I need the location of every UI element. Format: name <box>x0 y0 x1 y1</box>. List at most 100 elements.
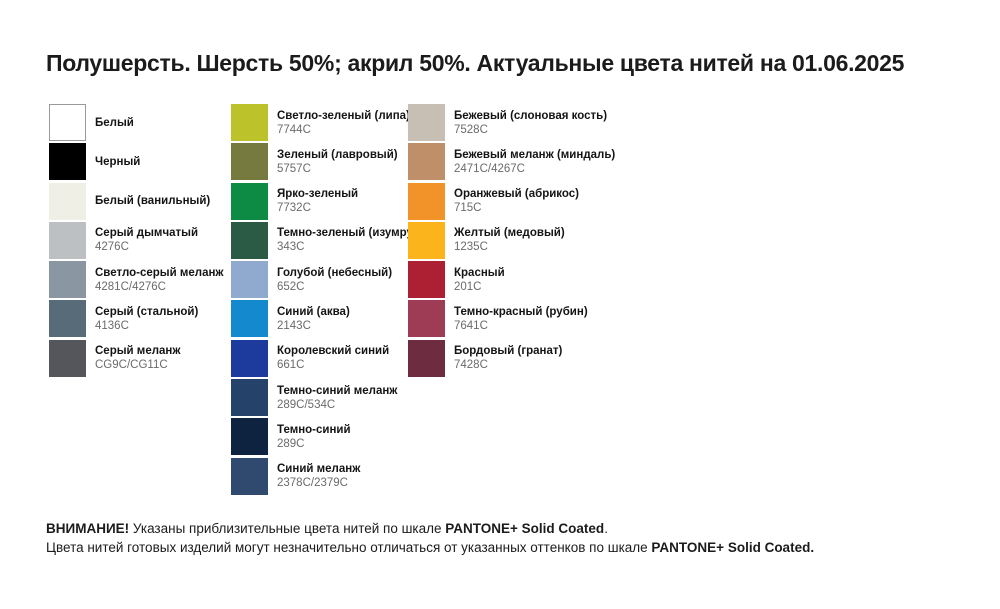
color-label: Серый (стальной) 4136C <box>95 305 198 333</box>
pantone-code: 1235C <box>454 241 488 254</box>
color-swatch <box>231 182 268 220</box>
color-row: Бежевый меланж (миндаль) 2471C/4267C <box>408 143 638 181</box>
color-swatch <box>408 221 445 259</box>
color-row: Синий меланж 2378C/2379C <box>231 457 408 495</box>
color-name: Бежевый (слоновая кость) <box>454 109 608 122</box>
color-name: Темно-синий меланж <box>277 384 398 397</box>
color-label: Желтый (медовый) 1235C <box>454 226 565 254</box>
color-label: Темно-синий 289C <box>277 423 351 451</box>
color-row: Красный 201C <box>408 261 638 299</box>
color-name: Серый (стальной) <box>95 305 199 318</box>
color-row: Королевский синий 661C <box>231 339 408 377</box>
color-name: Красный <box>454 266 505 279</box>
color-label: Бежевый меланж (миндаль) 2471C/4267C <box>454 148 615 176</box>
color-swatch <box>408 300 445 338</box>
footer-note: ВНИМАНИЕ! Указаны приблизительные цвета … <box>46 519 814 557</box>
color-row: Серый дымчатый 4276C <box>49 221 231 259</box>
color-label: Синий (аква) 2143C <box>277 305 350 333</box>
color-row: Темно-синий меланж 289C/534C <box>231 379 408 417</box>
color-label: Темно-зеленый (изумруд) 343C <box>277 226 424 254</box>
color-row: Синий (аква) 2143C <box>231 300 408 338</box>
color-row: Серый (стальной) 4136C <box>49 300 231 338</box>
pantone-code: 2471C/4267C <box>454 162 525 175</box>
color-label: Серый меланж CG9C/CG11C <box>95 344 181 372</box>
color-row: Темно-зеленый (изумруд) 343C <box>231 221 424 259</box>
color-row: Темно-синий 289C <box>231 418 408 456</box>
color-label: Бежевый (слоновая кость) 7528C <box>454 109 607 137</box>
color-name: Белый (ванильный) <box>95 195 211 208</box>
color-swatch <box>49 143 86 181</box>
color-row: Бежевый (слоновая кость) 7528C <box>408 104 638 141</box>
footer-line-attention: ВНИМАНИЕ! Указаны приблизительные цвета … <box>46 521 608 536</box>
color-name: Темно-красный (рубин) <box>454 305 588 318</box>
color-label: Королевский синий 661C <box>277 344 389 372</box>
color-label: Светло-серый меланж 4281C/4276C <box>95 266 224 294</box>
pantone-code: 4281C/4276C <box>95 280 166 293</box>
page-title: Полушерсть. Шерсть 50%; акрил 50%. Актуа… <box>46 50 905 76</box>
color-swatch <box>231 339 268 377</box>
color-row: Серый меланж CG9C/CG11C <box>49 339 231 377</box>
color-label: Синий меланж 2378C/2379C <box>277 462 360 490</box>
footer-line-disclaimer: Цвета нитей готовых изделий могут незнач… <box>46 540 815 555</box>
color-row: Темно-красный (рубин) 7641C <box>408 300 638 338</box>
swatch-grid: Белый Черный Белый (ванильный) Серый дым… <box>49 104 638 497</box>
color-row: Светло-серый меланж 4281C/4276C <box>49 261 231 299</box>
swatch-column-grays: Белый Черный Белый (ванильный) Серый дым… <box>49 104 231 497</box>
color-name: Бежевый меланж (миндаль) <box>454 148 616 161</box>
color-name: Светло-зеленый (липа) <box>277 109 410 122</box>
color-label: Темно-синий меланж 289C/534C <box>277 384 397 412</box>
color-label: Черный <box>95 155 140 169</box>
pantone-code: 289C/534C <box>277 398 336 411</box>
color-name: Синий (аква) <box>277 305 350 318</box>
color-label: Красный 201C <box>454 266 505 294</box>
color-name: Оранжевый (абрикос) <box>454 188 579 201</box>
color-swatch <box>49 261 86 299</box>
color-swatch <box>231 418 268 456</box>
pantone-code: 2378C/2379C <box>277 477 348 490</box>
color-row: Голубой (небесный) 652C <box>231 261 408 299</box>
color-swatch <box>408 104 445 141</box>
color-name: Серый меланж <box>95 345 181 358</box>
color-label: Белый (ванильный) <box>95 194 210 208</box>
color-name: Светло-серый меланж <box>95 266 224 279</box>
pantone-code: 4276C <box>95 241 129 254</box>
color-name: Желтый (медовый) <box>454 227 565 240</box>
color-row: Белый <box>49 104 231 141</box>
color-name: Серый дымчатый <box>95 227 199 240</box>
pantone-code: 7744C <box>277 123 311 136</box>
color-swatch <box>49 339 86 377</box>
color-label: Темно-красный (рубин) 7641C <box>454 305 588 333</box>
pantone-code: 289C <box>277 437 305 450</box>
color-name: Темно-синий <box>277 423 351 436</box>
pantone-code: CG9C/CG11C <box>95 359 168 372</box>
color-name: Бордовый (гранат) <box>454 345 563 358</box>
color-name: Темно-зеленый (изумруд) <box>277 227 424 240</box>
swatch-column-warm: Бежевый (слоновая кость) 7528C Бежевый м… <box>408 104 638 497</box>
color-name: Зеленый (лавровый) <box>277 148 398 161</box>
color-label: Серый дымчатый 4276C <box>95 226 198 254</box>
color-row: Бордовый (гранат) 7428C <box>408 339 638 377</box>
pantone-code: 5757C <box>277 162 311 175</box>
color-label: Светло-зеленый (липа) 7744C <box>277 109 410 137</box>
color-name: Черный <box>95 155 141 168</box>
color-swatch <box>231 104 268 141</box>
color-swatch <box>231 379 268 417</box>
color-label: Зеленый (лавровый) 5757C <box>277 148 398 176</box>
pantone-code: 715C <box>454 202 482 215</box>
color-name: Белый <box>95 116 134 129</box>
pantone-code: 7528C <box>454 123 488 136</box>
pantone-code: 201C <box>454 280 482 293</box>
color-row: Ярко-зеленый 7732C <box>231 182 408 220</box>
color-label: Голубой (небесный) 652C <box>277 266 392 294</box>
pantone-code: 7641C <box>454 319 488 332</box>
color-swatch <box>408 182 445 220</box>
color-swatch <box>231 221 268 259</box>
color-swatch <box>231 143 268 181</box>
color-row: Оранжевый (абрикос) 715C <box>408 182 638 220</box>
color-row: Желтый (медовый) 1235C <box>408 221 638 259</box>
pantone-code: 7428C <box>454 359 488 372</box>
color-row: Зеленый (лавровый) 5757C <box>231 143 408 181</box>
color-name: Синий меланж <box>277 463 361 476</box>
color-swatch <box>231 457 268 495</box>
